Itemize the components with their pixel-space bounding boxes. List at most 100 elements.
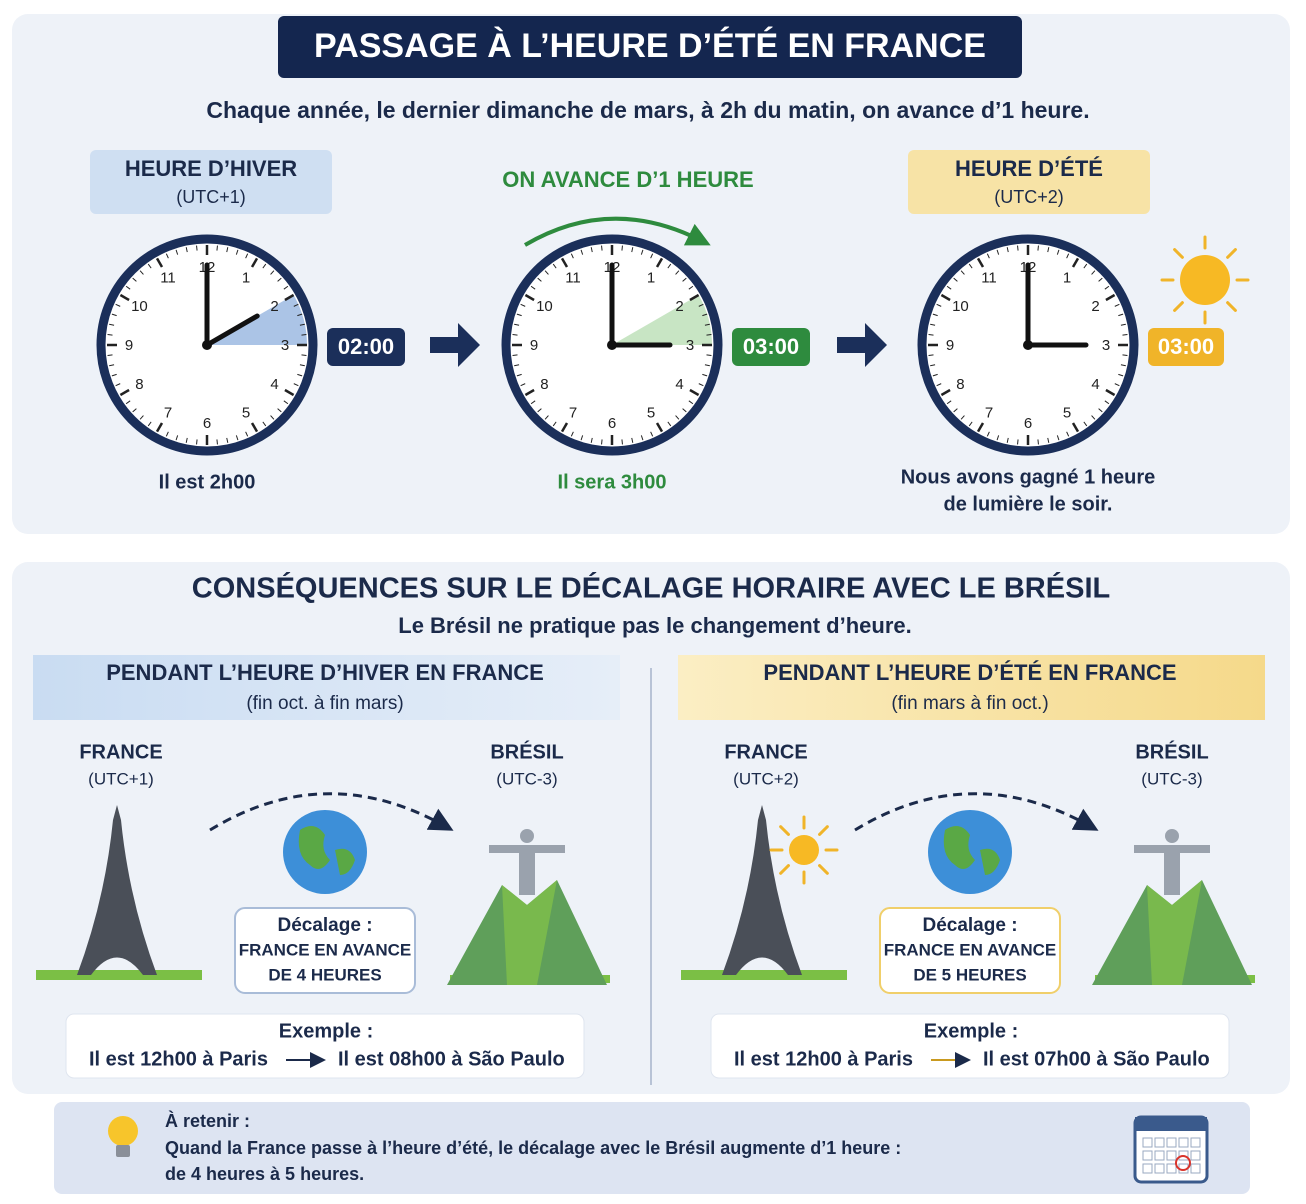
clock-numeral: 6 bbox=[608, 415, 616, 432]
clock-numeral: 4 bbox=[675, 376, 683, 393]
clock-tick bbox=[631, 437, 634, 443]
clock-tick bbox=[245, 253, 249, 259]
panel-header bbox=[678, 655, 1265, 720]
clock-tick bbox=[640, 435, 644, 441]
clock-tick bbox=[262, 263, 267, 269]
clock-tick bbox=[928, 334, 934, 336]
ground bbox=[36, 970, 202, 980]
clock-tick bbox=[570, 431, 574, 437]
sun-ray bbox=[818, 864, 829, 875]
clock-numeral: 8 bbox=[540, 376, 548, 393]
clock-tick bbox=[698, 303, 704, 307]
tower-deck bbox=[750, 880, 774, 884]
utc-label: (UTC+1) bbox=[88, 769, 154, 788]
clock-tick bbox=[1104, 400, 1110, 405]
clock-numeral: 3 bbox=[686, 337, 694, 354]
clock-tick bbox=[165, 431, 169, 437]
time-label: 02:00 bbox=[338, 334, 394, 359]
clock-tick bbox=[299, 323, 305, 326]
clock-numeral: 5 bbox=[1063, 405, 1071, 422]
country-name: FRANCE bbox=[79, 741, 162, 763]
clock-tick bbox=[1120, 323, 1126, 326]
note-title: À retenir : bbox=[165, 1110, 250, 1131]
title-banner bbox=[278, 16, 1022, 78]
caption: de lumière le soir. bbox=[944, 493, 1113, 515]
clock-tick bbox=[283, 400, 289, 405]
clock-numeral: 2 bbox=[1091, 298, 1099, 315]
clock-tick bbox=[552, 421, 557, 427]
clock-tick bbox=[107, 354, 113, 356]
clock-numeral: 10 bbox=[952, 298, 969, 315]
note-text: de 4 heures à 5 heures. bbox=[165, 1164, 364, 1184]
clock-numeral: 7 bbox=[164, 405, 172, 422]
tower-deck bbox=[740, 930, 784, 935]
clock-tick bbox=[115, 303, 121, 307]
globe bbox=[928, 810, 1012, 894]
statue-arms bbox=[489, 845, 565, 853]
clock-tick bbox=[226, 437, 229, 443]
clock-tick bbox=[125, 400, 131, 405]
clock-tick bbox=[293, 303, 299, 307]
country-name: BRÉSIL bbox=[1135, 740, 1208, 763]
globe bbox=[283, 810, 367, 894]
clock-tick bbox=[516, 373, 522, 377]
flow-arrow bbox=[837, 323, 887, 367]
note-text: Quand la France passe à l’heure d’été, l… bbox=[165, 1138, 901, 1158]
clock-tick bbox=[1071, 422, 1080, 433]
clock-tick bbox=[976, 257, 985, 268]
panel-title: PENDANT L’HEURE D’HIVER EN FRANCE bbox=[106, 660, 544, 685]
clock-numeral: 4 bbox=[270, 376, 278, 393]
clock-numeral: 11 bbox=[565, 269, 581, 286]
clock-tick bbox=[175, 435, 179, 441]
calendar-cell bbox=[1142, 1150, 1153, 1161]
clock-tick bbox=[560, 422, 569, 433]
clock-tick bbox=[514, 364, 520, 367]
clock-tick bbox=[270, 415, 275, 420]
bulb-base bbox=[116, 1145, 130, 1157]
clock-tick bbox=[1056, 249, 1060, 255]
panel-period: (fin mars à fin oct.) bbox=[891, 693, 1048, 714]
offset-text: DE 5 HEURES bbox=[913, 965, 1026, 984]
mountain-shade bbox=[1147, 880, 1202, 985]
clock-tick bbox=[132, 408, 137, 413]
clock-tick bbox=[125, 285, 131, 290]
country-name: FRANCE bbox=[724, 741, 807, 763]
clock-tick bbox=[688, 285, 694, 290]
clock-numeral: 10 bbox=[536, 298, 553, 315]
clock-tick bbox=[706, 354, 712, 356]
time-badge bbox=[732, 328, 810, 366]
clock-tick bbox=[1105, 388, 1116, 397]
statue-body bbox=[1164, 845, 1180, 895]
clock-tick bbox=[704, 364, 710, 367]
sun-ray bbox=[1173, 301, 1184, 312]
clock-tick bbox=[698, 383, 704, 387]
flow-arrow bbox=[430, 323, 480, 367]
clock-tick bbox=[119, 388, 130, 397]
clock-tick bbox=[1114, 383, 1120, 387]
clock-numeral: 9 bbox=[125, 337, 133, 354]
clock-wedge bbox=[612, 295, 712, 345]
clock-tick bbox=[283, 285, 289, 290]
calendar-cell bbox=[1154, 1137, 1165, 1148]
calendar-cell bbox=[1178, 1137, 1189, 1148]
utc-label: (UTC+1) bbox=[176, 187, 246, 207]
calendar-cell bbox=[1166, 1163, 1177, 1174]
clock-tick bbox=[675, 270, 680, 275]
clock-tick bbox=[928, 354, 934, 356]
offset-box bbox=[879, 907, 1061, 994]
clock-tick bbox=[1083, 421, 1088, 427]
caption: Il sera 3h00 bbox=[558, 471, 667, 493]
clock-tick bbox=[682, 277, 687, 282]
statue-arms bbox=[1134, 845, 1210, 853]
panel-period: (fin oct. à fin mars) bbox=[246, 693, 403, 714]
clock-tick bbox=[1006, 437, 1009, 443]
clock-tick bbox=[650, 253, 654, 259]
advance-arrow bbox=[523, 216, 711, 247]
clock-tick bbox=[968, 263, 973, 269]
clock-numeral: 1 bbox=[242, 269, 250, 286]
clock-tick bbox=[1017, 439, 1019, 445]
example-box bbox=[65, 1013, 585, 1079]
clock-tick bbox=[667, 263, 672, 269]
clock-tick bbox=[552, 263, 557, 269]
